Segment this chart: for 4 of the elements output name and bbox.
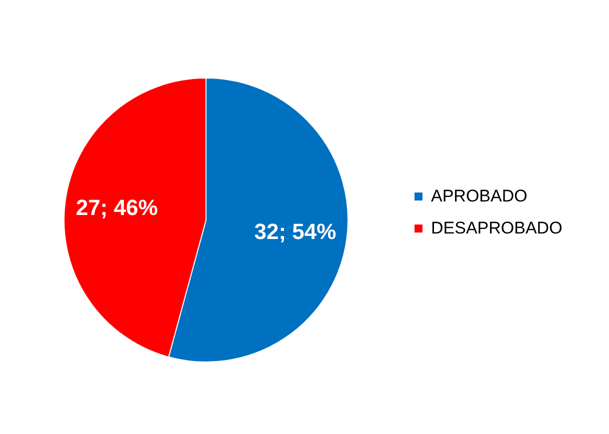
legend-label: APROBADO	[431, 186, 528, 206]
data-label: 32; 54%	[254, 218, 336, 244]
data-label: 27; 46%	[76, 195, 158, 220]
legend-label: DESAPROBADO	[431, 218, 562, 238]
